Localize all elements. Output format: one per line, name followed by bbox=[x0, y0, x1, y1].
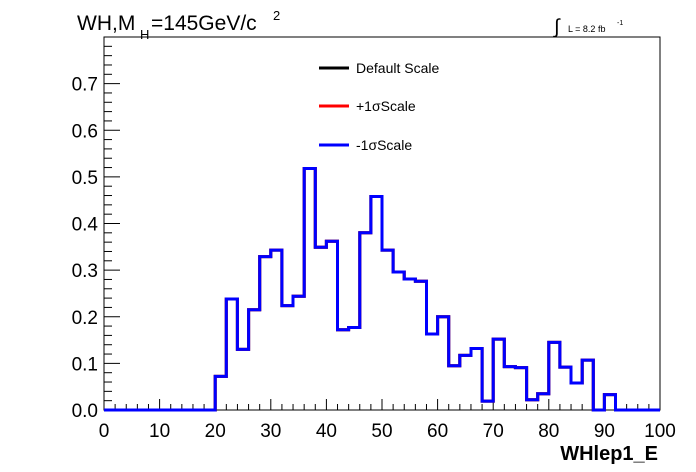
y-tick-label: 0.4 bbox=[72, 215, 99, 236]
x-tick-label: 80 bbox=[538, 421, 559, 442]
y-tick-label: 0.1 bbox=[72, 354, 98, 375]
x-tick-label: 40 bbox=[316, 421, 337, 442]
x-tick-label: 0 bbox=[99, 421, 110, 442]
x-tick-label: 50 bbox=[371, 421, 392, 442]
legend-label-default: Default Scale bbox=[356, 60, 439, 76]
legend-label-plus: +1σScale bbox=[356, 98, 416, 114]
series-layer bbox=[104, 167, 660, 412]
luminosity-superscript: -1 bbox=[617, 20, 623, 27]
x-tick-label: 70 bbox=[483, 421, 504, 442]
y-tick-label: 0.6 bbox=[72, 121, 98, 142]
luminosity-label: L = 8.2 fb bbox=[568, 24, 605, 34]
legend-label-minus: -1σScale bbox=[356, 137, 412, 153]
series-minus-1sigma bbox=[104, 167, 660, 412]
y-tick-label: 0.2 bbox=[72, 308, 98, 329]
y-tick-label: 0.7 bbox=[72, 75, 98, 96]
plot-title-main: WH,M bbox=[77, 12, 135, 35]
plot-title-subscript: H bbox=[140, 27, 149, 42]
plot-title-superscript: 2 bbox=[273, 8, 280, 23]
x-tick-label: 20 bbox=[205, 421, 226, 442]
y-tick-label: 0.0 bbox=[72, 401, 98, 422]
y-tick-label: 0.3 bbox=[72, 261, 98, 282]
integral-sign: ∫ bbox=[553, 16, 561, 38]
x-tick-label: 30 bbox=[260, 421, 281, 442]
legend: Default Scale +1σScale -1σScale bbox=[319, 60, 439, 153]
y-axis: 0.0 0.1 0.2 0.3 0.4 0.5 0.6 0.7 bbox=[72, 36, 120, 422]
x-tick-label: 60 bbox=[427, 421, 448, 442]
plot-title-rest: =145GeV/c bbox=[151, 12, 257, 35]
x-axis-title: WHlep1_E bbox=[560, 443, 658, 465]
y-tick-label: 0.5 bbox=[72, 168, 98, 189]
x-tick-label: 10 bbox=[149, 421, 170, 442]
x-axis: 0 10 20 30 40 50 60 70 80 90 100 bbox=[99, 399, 676, 442]
x-tick-label: 90 bbox=[594, 421, 615, 442]
x-tick-label: 100 bbox=[644, 421, 676, 442]
